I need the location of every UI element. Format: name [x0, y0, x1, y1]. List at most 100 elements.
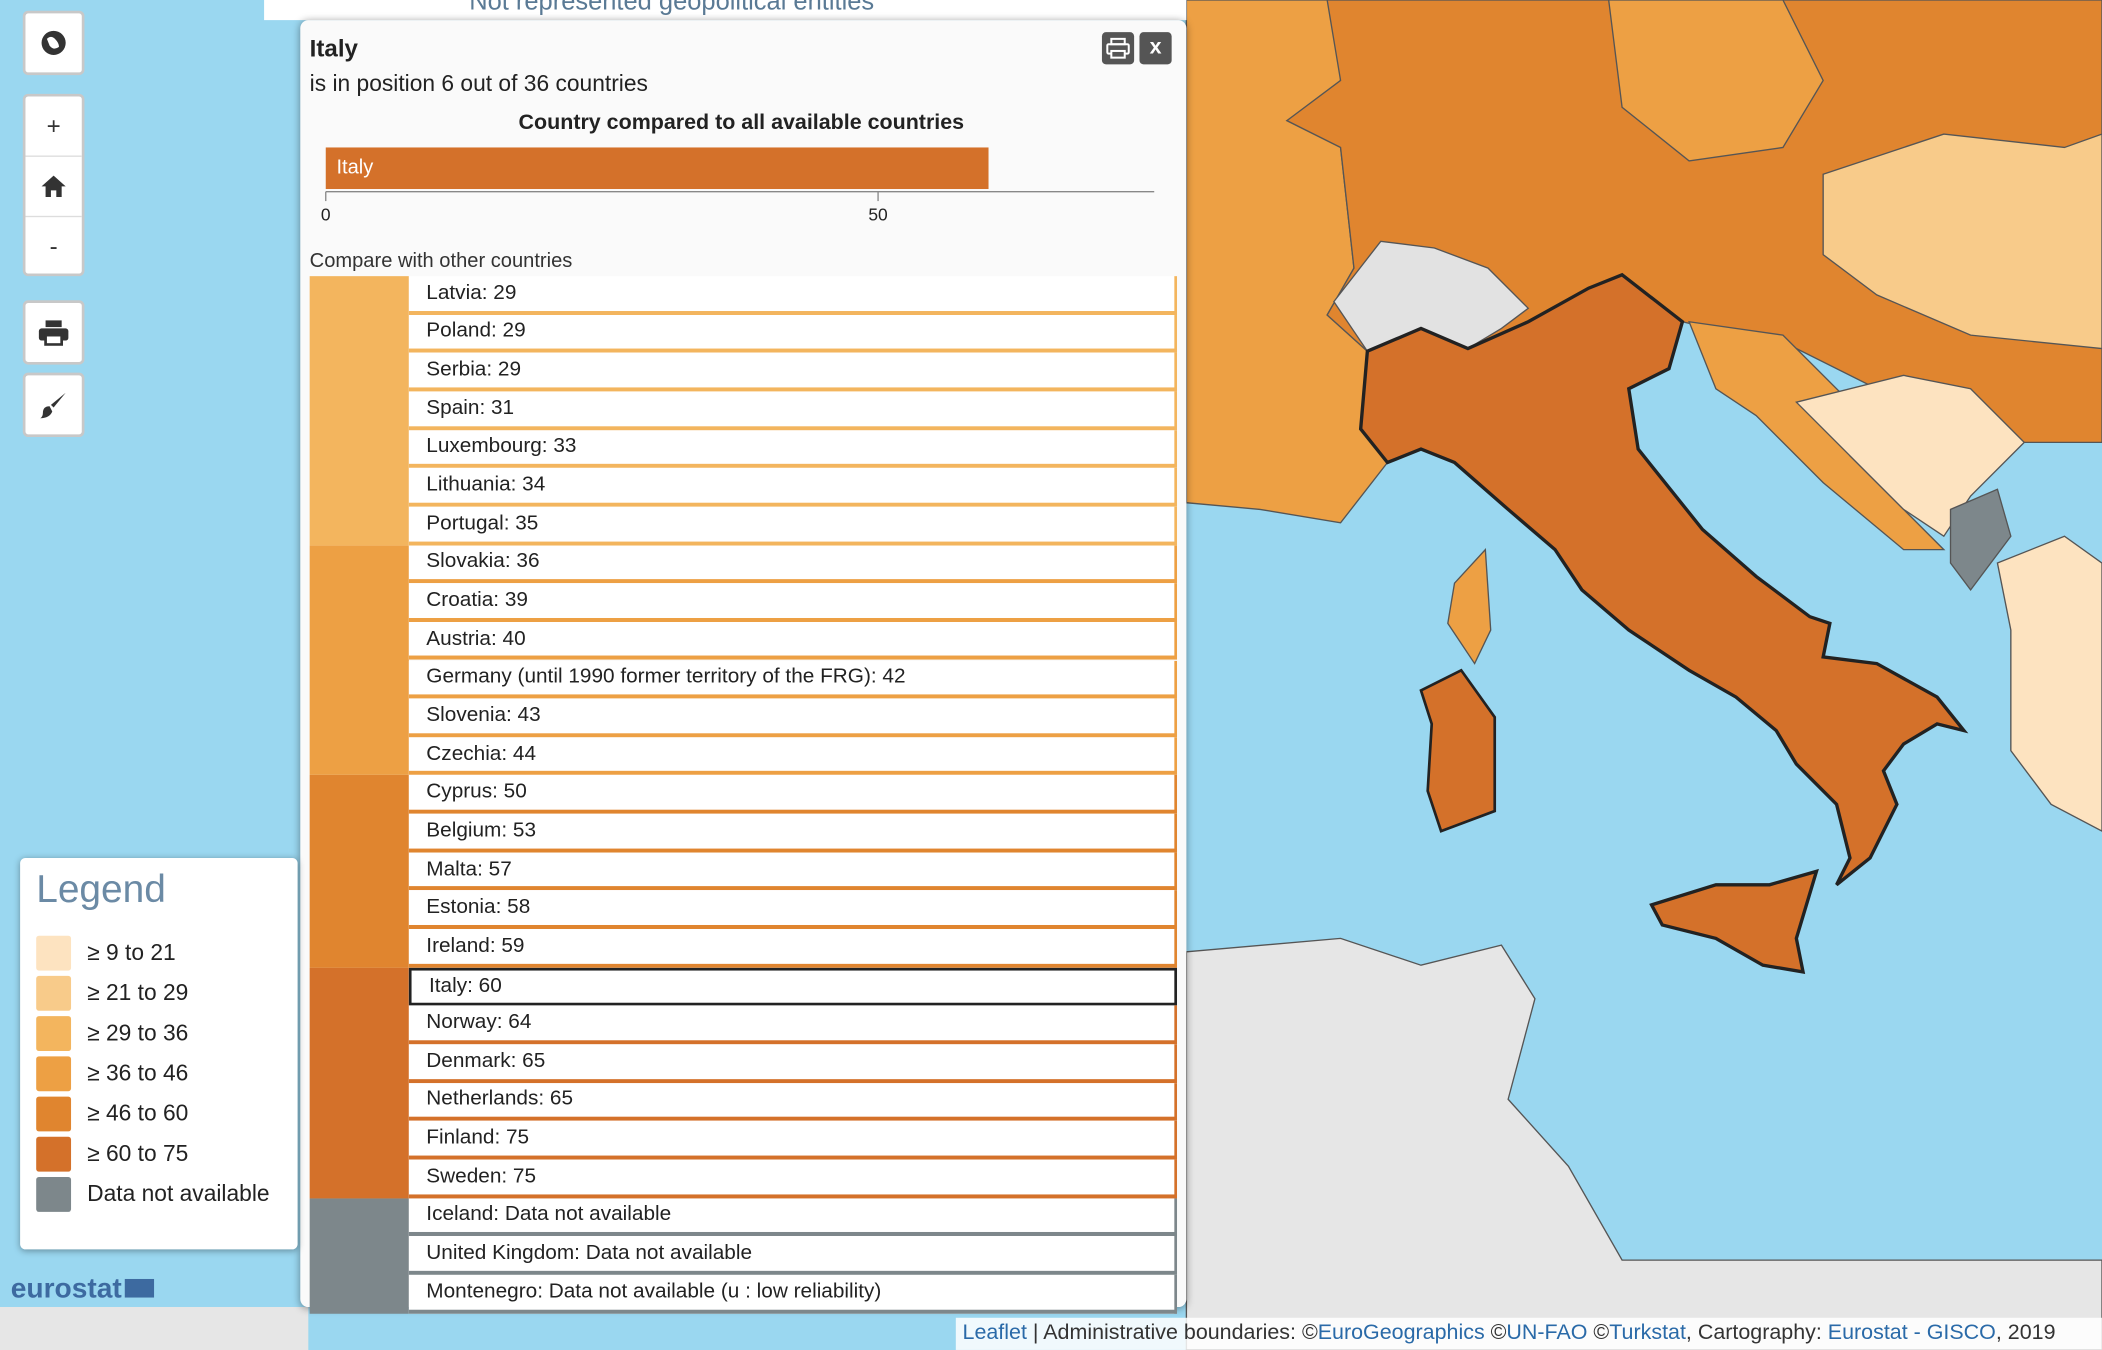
legend-item: ≥ 9 to 21: [36, 935, 176, 971]
country-row[interactable]: United Kingdom: Data not available: [408, 1236, 1178, 1275]
legend-label: ≥ 9 to 21: [87, 939, 176, 966]
legend-swatch: [36, 1056, 72, 1092]
country-row[interactable]: Malta: 57: [408, 852, 1178, 891]
bar: [325, 147, 989, 190]
country-row[interactable]: Latvia: 29: [408, 276, 1178, 315]
group-band: [309, 545, 409, 776]
country-row[interactable]: Lithuania: 34: [408, 468, 1178, 507]
logo-text: eurostat: [10, 1273, 122, 1305]
group-band: [309, 775, 409, 968]
legend-swatch: [36, 975, 72, 1011]
popup-subtitle: is in position 6 out of 36 countries: [309, 71, 648, 97]
attribution: Leaflet | Administrative boundaries: © Eu…: [955, 1317, 2102, 1350]
country-row[interactable]: Luxembourg: 33: [408, 429, 1178, 469]
country-row[interactable]: Sweden: 75: [408, 1159, 1178, 1198]
country-row[interactable]: Spain: 31: [408, 391, 1178, 430]
x-tick-label: 0: [321, 204, 331, 224]
group-band: [309, 1197, 409, 1314]
logo: eurostat: [11, 1274, 154, 1306]
brush-icon: [40, 392, 66, 419]
attribution-text: , 2019: [1995, 1321, 2056, 1345]
country-row[interactable]: Slovakia: 36: [408, 545, 1178, 584]
popup-close-button[interactable]: x: [1139, 32, 1172, 65]
compare-title: Compare with other countries: [309, 249, 573, 273]
group-band: [309, 276, 409, 546]
style-button[interactable]: [25, 375, 81, 434]
legend-swatch: [36, 1136, 72, 1172]
print-icon: [38, 320, 69, 346]
bar-label: Italy: [336, 157, 373, 179]
legend-label: ≥ 60 to 75: [87, 1140, 189, 1167]
country-row[interactable]: Montenegro: Data not available (u : low …: [408, 1274, 1178, 1314]
country-row[interactable]: Netherlands: 65: [408, 1082, 1178, 1122]
legend-label: ≥ 21 to 29: [87, 979, 189, 1006]
globe-button[interactable]: [25, 13, 81, 72]
country-row[interactable]: Denmark: 65: [408, 1044, 1178, 1083]
country-row[interactable]: Austria: 40: [408, 621, 1178, 661]
attribution-text: | Administrative boundaries: ©: [1026, 1321, 1318, 1345]
sicily: [1649, 868, 1819, 974]
print-button[interactable]: [25, 303, 81, 362]
country-row[interactable]: Portugal: 35: [408, 506, 1178, 545]
country-row[interactable]: Slovenia: 43: [408, 698, 1178, 738]
logo-flag: [124, 1278, 154, 1298]
attribution-text: , Cartography:: [1685, 1321, 1828, 1345]
popup-print-button[interactable]: [1101, 32, 1135, 65]
attribution-link[interactable]: Leaflet: [962, 1321, 1027, 1345]
print-control: [22, 300, 85, 365]
country-row[interactable]: Cyprus: 50: [408, 775, 1178, 814]
land-bottom-left: [0, 1307, 309, 1350]
legend-label: ≥ 29 to 36: [87, 1020, 189, 1046]
country-row[interactable]: Belgium: 53: [408, 813, 1178, 853]
attribution-link[interactable]: UN-FAO: [1506, 1321, 1588, 1345]
legend-item: ≥ 46 to 60: [36, 1096, 189, 1132]
country-row[interactable]: Czechia: 44: [408, 737, 1178, 776]
italy: [1358, 272, 1969, 887]
region-mid: [1607, 0, 1824, 162]
country-row[interactable]: Poland: 29: [408, 314, 1178, 353]
legend-swatch: [36, 935, 72, 971]
home-icon: [41, 175, 66, 198]
legend-item: ≥ 60 to 75: [36, 1136, 189, 1172]
country-row[interactable]: Italy: 60: [408, 967, 1178, 1006]
country-row[interactable]: Finland: 75: [408, 1121, 1178, 1160]
legend-swatch: [36, 1177, 72, 1212]
top-strip: Not represented geopolitical entities: [264, 0, 1187, 21]
attribution-link[interactable]: Turkstat: [1609, 1321, 1686, 1345]
zoom-out-button[interactable]: -: [49, 232, 58, 260]
x-tick-label: 50: [868, 204, 887, 224]
attribution-text: ©: [1484, 1321, 1507, 1345]
country-row[interactable]: Norway: 64: [408, 1005, 1178, 1045]
country-row[interactable]: Iceland: Data not available: [408, 1197, 1178, 1237]
attribution-link[interactable]: EuroGeographics: [1317, 1321, 1485, 1345]
legend-item: ≥ 29 to 36: [36, 1016, 188, 1051]
zoom-control: + -: [22, 93, 85, 277]
zoom-in-button[interactable]: +: [25, 97, 82, 157]
popup-title: Italy: [309, 34, 358, 62]
home-button[interactable]: [25, 157, 82, 218]
legend-item: Data not available: [36, 1177, 270, 1212]
country-row[interactable]: Serbia: 29: [408, 352, 1178, 392]
print-icon: [1106, 37, 1130, 59]
balkans: [1795, 374, 2026, 538]
style-control: [22, 372, 85, 438]
attribution-text: ©: [1587, 1321, 1610, 1345]
country-row[interactable]: Germany (until 1990 former territory of …: [408, 660, 1178, 699]
legend-title: Legend: [36, 868, 166, 912]
legend-label: ≥ 36 to 46: [87, 1060, 189, 1086]
legend: Legend ≥ 9 to 21 ≥ 21 to 29 ≥ 29 to 36 ≥ 36…: [20, 857, 298, 1250]
sardinia: [1419, 668, 1497, 833]
globe-control: [22, 10, 85, 76]
legend-label: ≥ 46 to 60: [87, 1100, 189, 1127]
country-row[interactable]: Ireland: 59: [408, 929, 1178, 968]
north-africa: [1185, 937, 2102, 1350]
legend-swatch: [36, 1096, 72, 1132]
chart-title: Country compared to all available countr…: [519, 110, 965, 134]
attribution-link[interactable]: Eurostat - GISCO: [1827, 1321, 1996, 1345]
country-row[interactable]: Estonia: 58: [408, 890, 1178, 930]
montenegro: [1949, 488, 2012, 591]
legend-swatch: [36, 1016, 72, 1051]
country-row[interactable]: Croatia: 39: [408, 583, 1178, 622]
top-strip-text: Not represented geopolitical entities: [469, 0, 875, 17]
